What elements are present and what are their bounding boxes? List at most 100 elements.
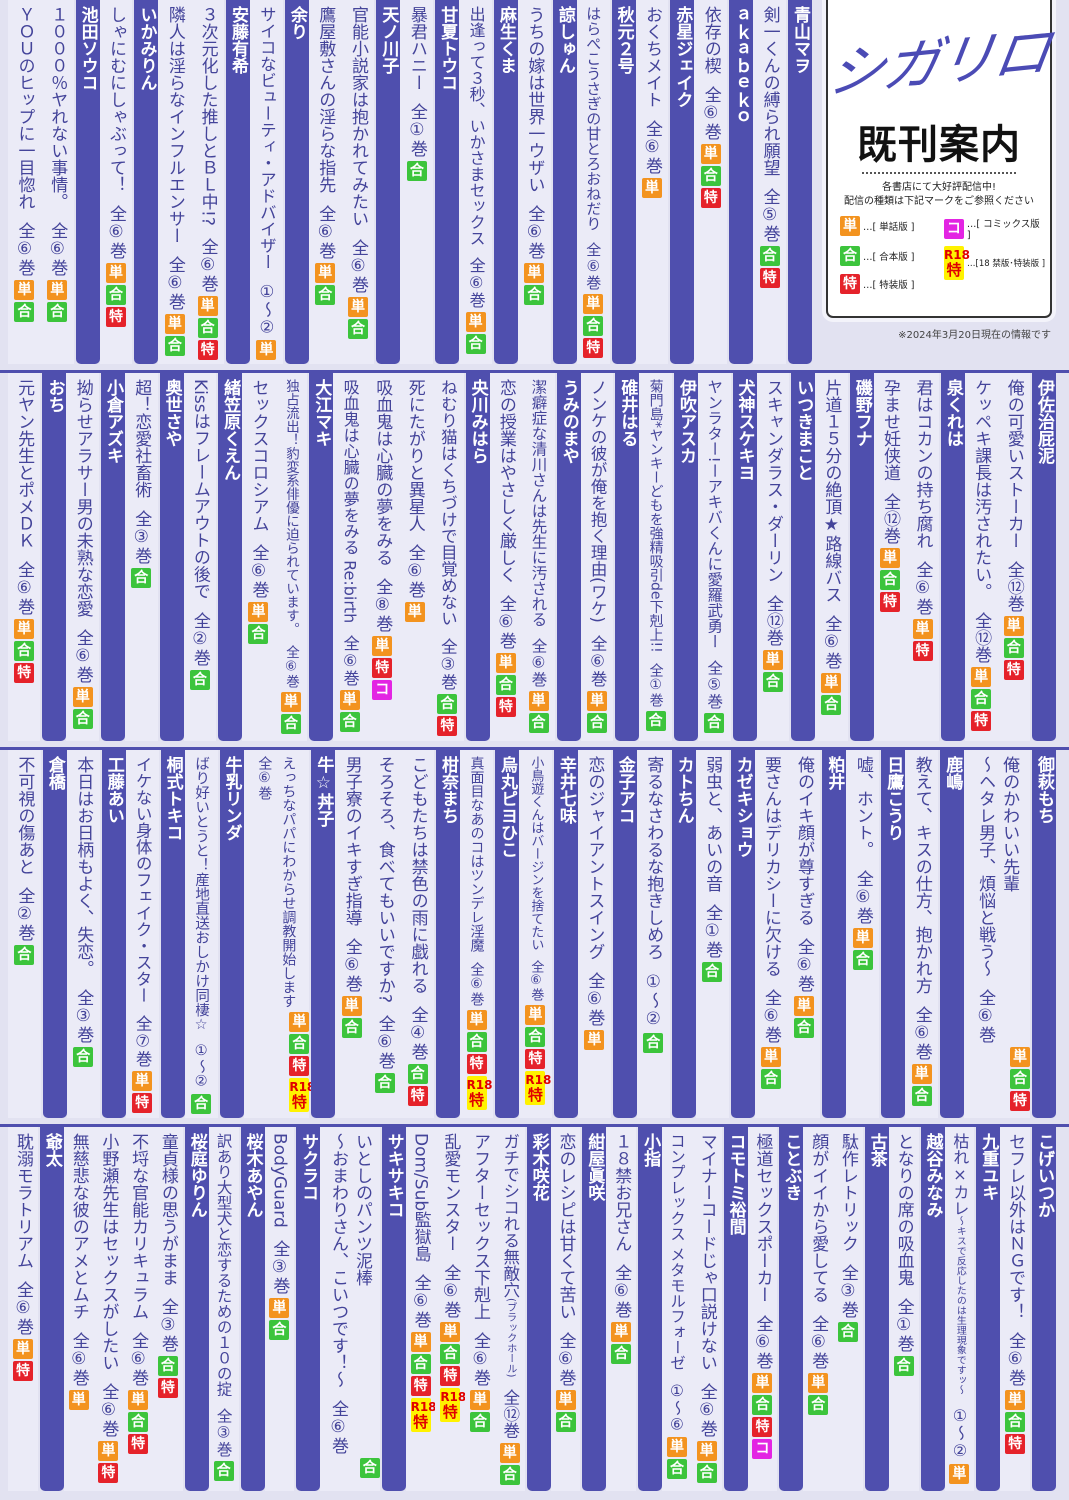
title-entry[interactable]: 弱虫と、あいの音 全①巻合 <box>695 750 729 1118</box>
title-entry[interactable]: こどもたちは禁色の雨に戯れる 全④巻合特 <box>401 750 435 1118</box>
title-entry[interactable]: ケッペキ課長は汚されたい。 全⑫巻単合特 <box>964 373 998 741</box>
title-entry[interactable]: ３次元化した推しとＢＬ中!? 全⑥巻単合特 <box>191 0 225 364</box>
title-entry[interactable]: 童貞様の思うがまま 全③巻合特 <box>153 1127 183 1491</box>
title-entry[interactable]: 恋のジャイアントスイング 全⑥巻単 <box>577 750 611 1118</box>
title-entry[interactable]: 死にたがりと異星人 全⑥巻単 <box>398 373 432 741</box>
title-entry[interactable]: ねむり猫はくちづけで目覚めない 全③巻合特 <box>431 373 464 741</box>
title-entry[interactable]: 無慈悲な彼のアメとムチ 全⑥巻単 <box>63 1127 94 1491</box>
title-entry[interactable]: はらぺこうさぎの甘とろおねだり 全⑥巻単合特 <box>576 0 610 364</box>
author-name[interactable]: 辛井七味 <box>553 750 578 1118</box>
author-name[interactable]: サキサキコ <box>381 1127 406 1491</box>
author-name[interactable]: 桜木あやん <box>240 1127 265 1491</box>
title-entry[interactable]: 依存の楔 全⑥巻単合特 <box>694 0 728 364</box>
title-entry[interactable]: BodyGuard 全③巻単合 <box>264 1127 295 1491</box>
title-entry[interactable]: ガチでシコれる無敵穴(ブラックホール) 全⑫巻単合 <box>494 1127 525 1491</box>
author-name[interactable]: 諒しゅん <box>552 0 577 364</box>
title-entry[interactable]: コンプレックス メタモルフォーゼ ①～⑥ 単合 <box>662 1127 692 1491</box>
title-entry[interactable]: うちの嫁は世界一ウザい 全⑥巻単合 <box>518 0 551 364</box>
title-entry[interactable]: ヤンラター!ーアキバくんに愛羅武勇ー 全⑤巻合 <box>697 373 731 741</box>
author-name[interactable]: おち <box>42 373 67 741</box>
title-entry[interactable]: 男子寮のイキすぎ指導 全⑥巻単合 <box>335 750 369 1118</box>
title-entry[interactable]: 恋の授業はやさしく厳しく 全⑥巻単合特 <box>489 373 523 741</box>
author-name[interactable]: 赤星ジェイク <box>670 0 695 364</box>
author-name[interactable]: ａｋａｂｅｋｏ <box>729 0 754 364</box>
title-entry[interactable]: 寄るなさわるな抱きしめろ ①～② 合 <box>636 750 670 1118</box>
title-entry[interactable]: 耽溺モラトリアム 全⑥巻単特 <box>8 1127 38 1491</box>
author-name[interactable]: 彩木咲花 <box>526 1127 551 1491</box>
author-name[interactable]: 央川みはら <box>465 373 490 741</box>
author-name[interactable]: 御萩もち <box>1032 750 1056 1118</box>
title-entry[interactable]: 恋のレシピは甘くて苦い 全⑥巻単合 <box>550 1127 581 1491</box>
author-name[interactable]: 秋元２号 <box>611 0 636 364</box>
author-name[interactable]: カゼキショウ <box>730 750 755 1118</box>
title-entry[interactable]: 片道１５分の絶頂★路線バス 全⑥巻単合 <box>815 373 848 741</box>
author-name[interactable]: 池田ソウコ <box>75 0 100 364</box>
author-name[interactable]: 倉橋 <box>42 750 67 1118</box>
title-entry[interactable]: ＹＯＵのヒップに一目惚れ 全⑥巻単合 <box>8 0 41 364</box>
title-entry[interactable]: 小野瀬先生はセックスがしたい 全⑥巻単特 <box>93 1127 124 1491</box>
title-entry[interactable]: ばり好いとうと！産地直送おしかけ同棲☆ ①～② 合 <box>184 750 218 1118</box>
author-name[interactable]: 麻生くま <box>494 0 519 364</box>
author-name[interactable]: 小指 <box>638 1127 663 1491</box>
author-name[interactable]: 碓井はる <box>615 373 640 741</box>
title-entry[interactable]: 本日はお日柄もよく、失恋。 全③巻合 <box>66 750 100 1118</box>
author-name[interactable]: 甘夏トウコ <box>435 0 460 364</box>
title-entry[interactable]: Dom/Sub監獄島 全⑥巻単合特 R18 特 <box>405 1127 437 1491</box>
title-entry[interactable]: セフレ以外はＮＧです！ 全⑥巻単合特 <box>1000 1127 1030 1491</box>
title-entry[interactable]: ノンケの彼が俺を抱く理由(ワケ) 全⑥巻単合 <box>580 373 614 741</box>
title-entry[interactable]: 超！恋愛社畜術 全③巻合 <box>125 373 158 741</box>
author-name[interactable]: 古茶 <box>864 1127 889 1491</box>
author-name[interactable]: 小倉アズキ <box>101 373 126 741</box>
author-name[interactable]: 柑奈まち <box>436 750 461 1118</box>
title-entry[interactable]: 要さんはデリカシーに欠ける 全⑥巻単合 <box>754 750 788 1118</box>
title-entry[interactable]: 真面目なあのコはツンデレ淫魔 全⑥巻単合特 R18 特 <box>460 750 493 1118</box>
author-name[interactable]: 日鷹こうり <box>881 750 906 1118</box>
title-entry[interactable]: 潔癖症な清川さんは先生に汚される 全⑥巻単合 <box>522 373 555 741</box>
title-entry[interactable]: えっちなパパにわからせ調教開始します 全⑥巻単合特 R18 特 <box>243 750 315 1118</box>
title-entry[interactable]: 出逢って３秒、いかさまセックス 全⑥巻単合 <box>459 0 493 364</box>
title-entry[interactable]: 小鳥遊くんはバージンを捨てたい 全⑥巻単合特 R18 特 <box>518 750 552 1118</box>
title-entry[interactable]: 君はコカンの持ち腐れ 全⑥巻単特 <box>906 373 939 741</box>
title-entry[interactable]: アフターセックス下剋上 全⑥巻単合 <box>465 1127 495 1491</box>
author-name[interactable]: ことぶき <box>779 1127 804 1491</box>
author-name[interactable]: 緒笠原くえん <box>218 373 243 741</box>
title-entry[interactable]: 菊門島*ヤンキーどもを強精吸引de下剋上!! 全①巻合 <box>639 373 672 741</box>
author-name[interactable]: 烏丸ピヨひこ <box>494 750 519 1118</box>
author-name[interactable]: サクラコ <box>296 1127 321 1491</box>
title-entry[interactable]: 俺のイキ顔が尊すぎる 全⑥巻単合 <box>787 750 821 1118</box>
author-name[interactable]: カトちん <box>671 750 696 1118</box>
author-name[interactable]: 犬神スケキヨ <box>732 373 757 741</box>
title-entry[interactable]: 鷹屋敷さんの淫らな指先 全⑥巻単合 <box>308 0 342 364</box>
title-entry[interactable]: 嘘、ホント。 全⑥巻単合 <box>846 750 880 1118</box>
title-entry[interactable]: １８禁お兄さん 全⑥巻単合 <box>606 1127 637 1491</box>
title-entry[interactable]: サイコなビューティ・アドバイザー ①～② 単 <box>250 0 283 364</box>
title-entry[interactable]: スキャンダラス・ダーリン 全⑫巻単合 <box>756 373 790 741</box>
author-name[interactable]: 金子アコ <box>612 750 637 1118</box>
title-entry[interactable]: 俺のかわいい先輩 ～ヘタレ男子、煩悩と戦う～ 全⑥巻単合特 <box>964 750 1030 1118</box>
author-name[interactable]: 桐式トキコ <box>160 750 185 1118</box>
title-entry[interactable]: 駄作レトリック 全③巻合 <box>833 1127 863 1491</box>
title-entry[interactable]: 俺の可愛いストーカー 全⑫巻単合特 <box>997 373 1030 741</box>
author-name[interactable]: 桜庭ゆりん <box>184 1127 209 1491</box>
author-name[interactable]: 粕井 <box>822 750 847 1118</box>
title-entry[interactable]: となりの席の吸血鬼 全①巻合 <box>888 1127 919 1491</box>
title-entry[interactable]: １０００％ヤれない事情。 全⑥巻単合 <box>40 0 74 364</box>
author-name[interactable]: 大江マキ <box>309 373 334 741</box>
author-name[interactable]: 安藤有希 <box>226 0 251 364</box>
author-name[interactable]: 磯野フナ <box>849 373 874 741</box>
author-name[interactable]: 牛☆丼子 <box>311 750 336 1118</box>
author-name[interactable]: 鹿嶋 <box>940 750 965 1118</box>
title-entry[interactable]: 吸血鬼は心臓の夢をみる 全⑧巻単特コ <box>365 373 399 741</box>
author-name[interactable]: 九重ユキ <box>976 1127 1001 1491</box>
title-entry[interactable]: 顔がイイから愛してる 全⑥巻単合 <box>803 1127 834 1491</box>
title-entry[interactable]: 剣一くんの縛られ願望 全⑤巻合特 <box>753 0 786 364</box>
title-entry[interactable]: 拗らせアラサー男の未熟な恋愛 全⑥巻単合 <box>66 373 100 741</box>
title-entry[interactable]: 吸血鬼は心臓の夢をみる Re:birth 全⑥巻単合 <box>333 373 366 741</box>
author-name[interactable]: コモトミ裕間 <box>723 1127 748 1491</box>
author-name[interactable]: 牛乳リンダ <box>219 750 244 1118</box>
title-entry[interactable]: 官能小説家は抱かれてみたい 全⑥巻単合 <box>341 0 375 364</box>
title-entry[interactable]: おくちメイト 全⑥巻単 <box>635 0 669 364</box>
title-entry[interactable]: 極道セックスポーカー 全⑥巻単合特コ <box>747 1127 778 1491</box>
author-name[interactable]: 天ノ川子 <box>376 0 401 364</box>
author-name[interactable]: いかみりん <box>134 0 159 364</box>
